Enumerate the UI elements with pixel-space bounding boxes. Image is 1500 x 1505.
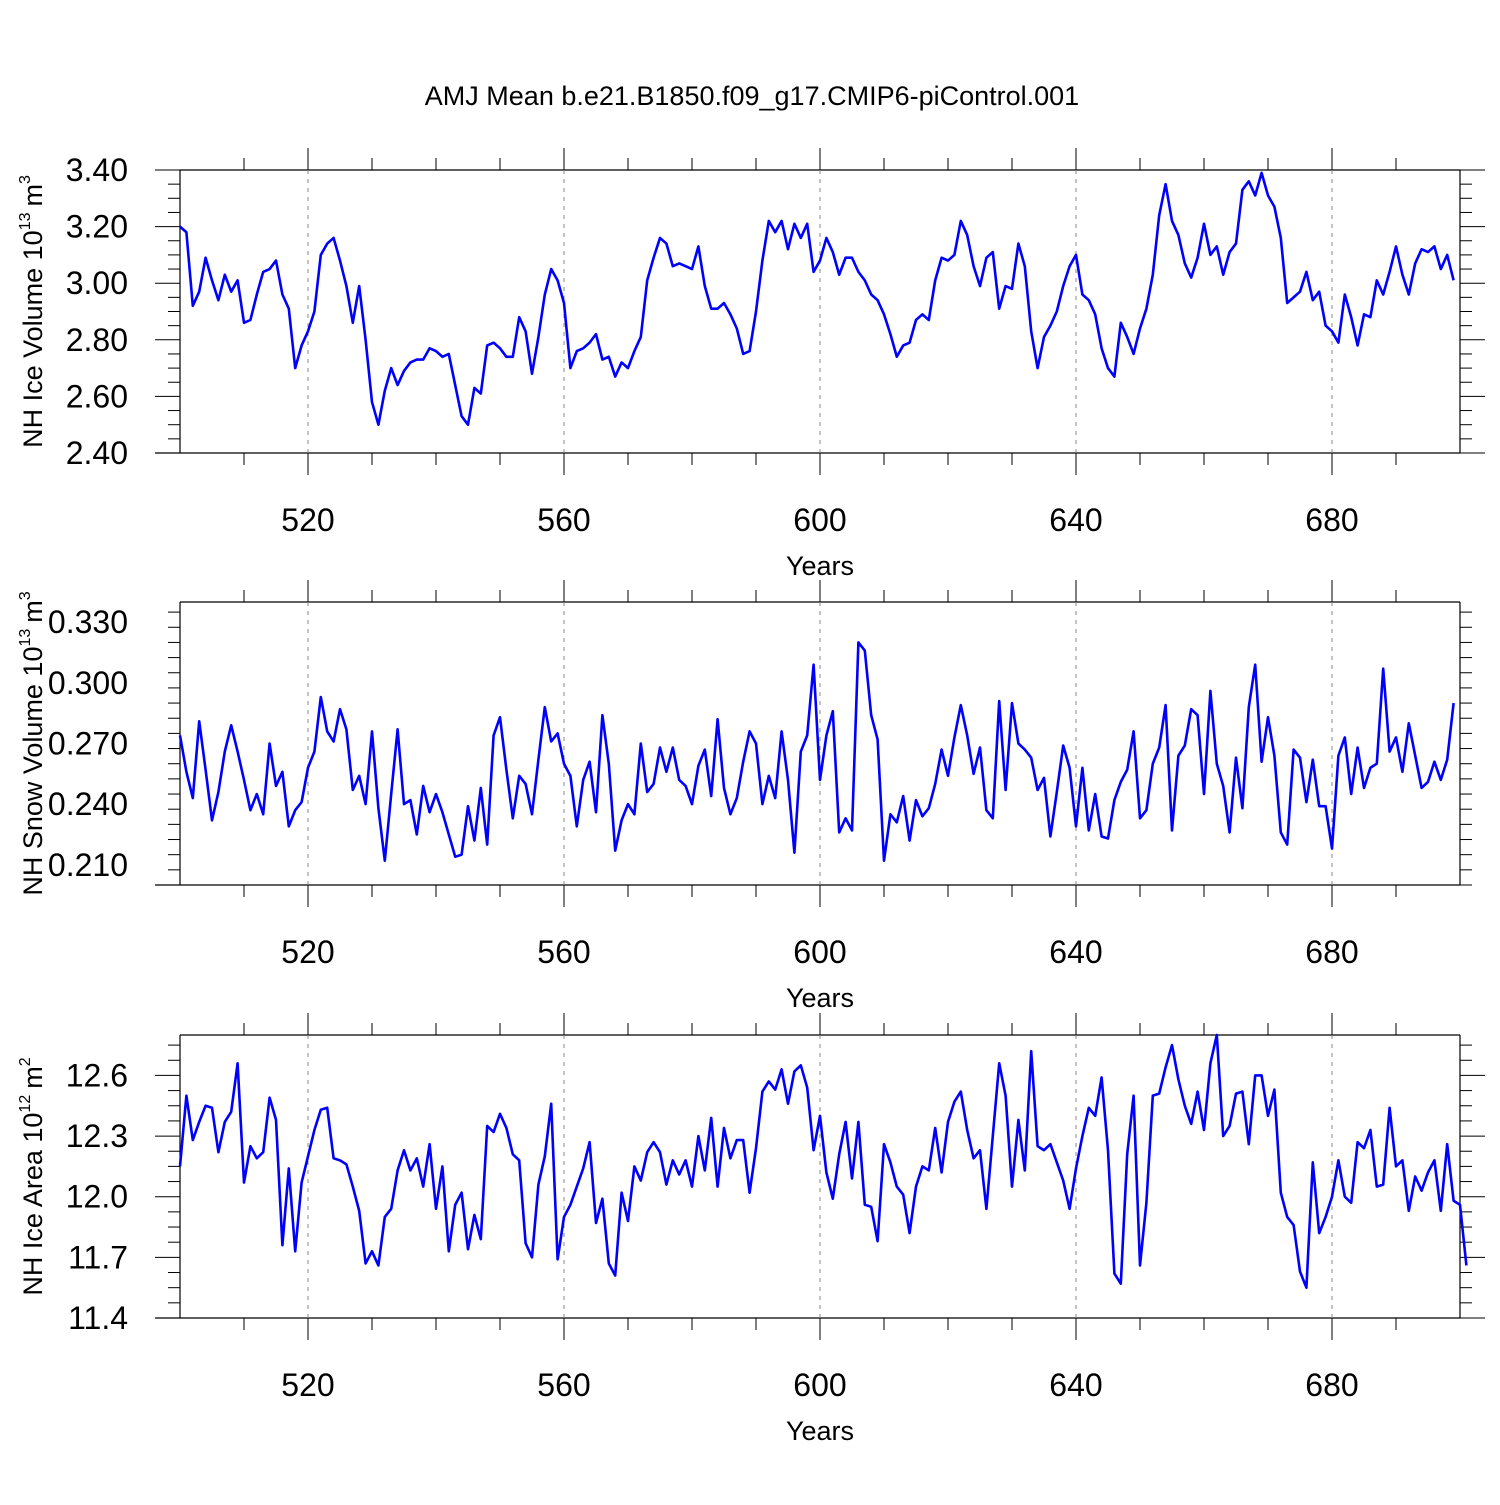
- y-tick-label: 2.40: [66, 435, 128, 471]
- y-axis-label-unit: m: [18, 1066, 48, 1089]
- y-axis-label-unit-exponent: 2: [17, 1057, 34, 1066]
- y-tick-label: 3.00: [66, 265, 128, 301]
- nh-snow-volume-panel: 520 560 600 640 680 0.210 0.240 0.270 0.300 0.330…: [17, 580, 1472, 1013]
- x-tick-label: 680: [1305, 502, 1358, 538]
- y-axis-label-text: NH Ice Area 10: [18, 1113, 48, 1296]
- series-line: [178, 1033, 1468, 1289]
- y-tick-label: 0.300: [48, 665, 128, 701]
- series-line: [178, 641, 1455, 863]
- y-axis-label-unit-exponent: 3: [17, 175, 34, 184]
- x-tick-label: 520: [281, 1367, 334, 1403]
- y-tick-label: 12.6: [66, 1057, 128, 1093]
- chart-title: AMJ Mean b.e21.B1850.f09_g17.CMIP6-piCon…: [425, 81, 1079, 111]
- x-tick-label: 640: [1049, 1367, 1102, 1403]
- y-tick-label: 0.240: [48, 786, 128, 822]
- x-axis-label: Years: [786, 983, 854, 1013]
- x-tick-label: 640: [1049, 502, 1102, 538]
- y-tick-label: 11.7: [68, 1239, 128, 1275]
- y-axis-label-unit-exponent: 3: [17, 591, 34, 600]
- y-tick-label: 0.210: [48, 847, 128, 883]
- y-tick-label: 12.0: [66, 1179, 128, 1215]
- nh-ice-volume-panel: 520 560 600 640 680 2.40 2.60 2.80 3.00 3.20 3.40 Y…: [17, 148, 1485, 581]
- series-line: [179, 171, 1455, 427]
- y-axis-label: NH Ice Volume 1013 m3: [17, 175, 48, 448]
- x-tick-label: 600: [793, 502, 846, 538]
- y-tick-label: 12.3: [66, 1118, 128, 1154]
- y-tick-label: 3.40: [66, 152, 128, 188]
- x-tick-label: 600: [793, 934, 846, 970]
- y-axis-label-exponent: 12: [17, 1095, 34, 1113]
- y-axis-label: NH Snow Volume 1013 m3: [17, 591, 48, 895]
- y-axis-label: NH Ice Area 1012 m2: [17, 1057, 48, 1295]
- y-axis-label-text: NH Ice Volume 10: [18, 230, 48, 448]
- y-tick-label: 0.270: [48, 726, 128, 762]
- x-tick-label: 600: [793, 1367, 846, 1403]
- y-tick-label: 2.80: [66, 322, 128, 358]
- y-axis-label-text: NH Snow Volume 10: [18, 647, 48, 896]
- y-tick-label: 11.4: [68, 1300, 128, 1336]
- y-axis-label-unit: m: [18, 184, 48, 207]
- x-tick-label: 560: [537, 934, 590, 970]
- y-axis-label-exponent: 13: [17, 212, 34, 230]
- nh-ice-area-panel: 520 560 600 640 680 11.4 11.7 12.0 12.3 12.6 Years…: [17, 1013, 1485, 1446]
- x-tick-label: 560: [537, 502, 590, 538]
- y-tick-label: 3.20: [66, 209, 128, 245]
- chart-panels: 520 560 600 640 680 2.40 2.60 2.80 3.00 3.20 3.40 Y…: [17, 148, 1485, 1446]
- x-axis-label: Years: [786, 551, 854, 581]
- x-tick-label: 520: [281, 502, 334, 538]
- y-axis-label-exponent: 13: [17, 629, 34, 647]
- y-axis-label-unit: m: [18, 600, 48, 623]
- x-tick-label: 640: [1049, 934, 1102, 970]
- x-axis-label: Years: [786, 1416, 854, 1446]
- x-tick-label: 680: [1305, 934, 1358, 970]
- x-tick-label: 680: [1305, 1367, 1358, 1403]
- y-tick-label: 2.60: [66, 378, 128, 414]
- x-tick-label: 520: [281, 934, 334, 970]
- y-tick-label: 0.330: [48, 604, 128, 640]
- x-tick-label: 560: [537, 1367, 590, 1403]
